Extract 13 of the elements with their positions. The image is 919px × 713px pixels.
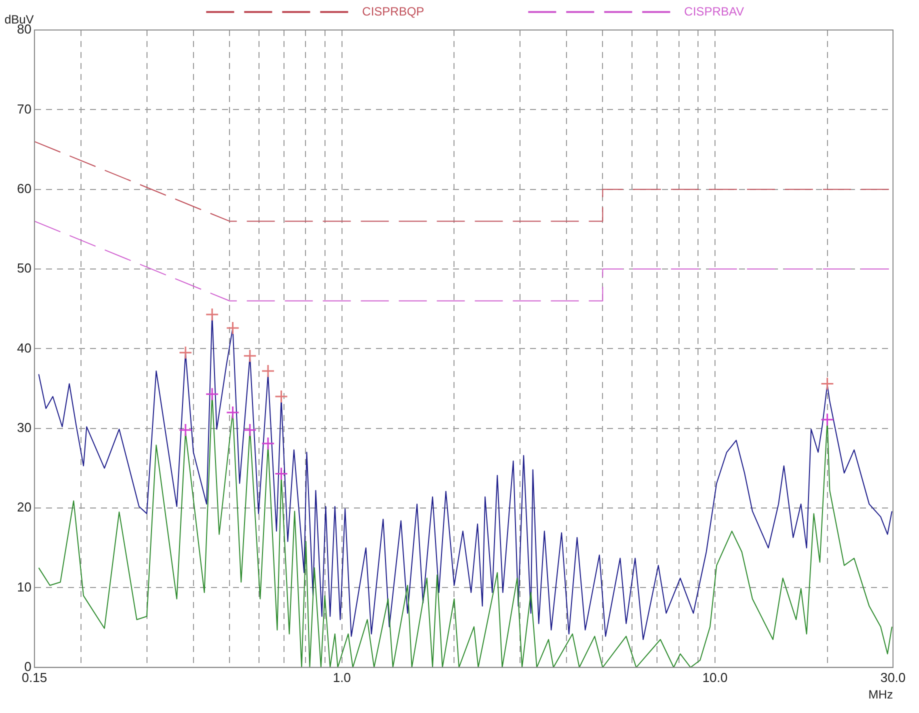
- y-tick-label: 40: [16, 340, 32, 356]
- y-tick-label: 30: [16, 420, 32, 435]
- y-tick-label: 20: [16, 500, 32, 515]
- y-tick-label: 50: [16, 260, 32, 276]
- x-tick-label: 30.0: [880, 670, 906, 685]
- x-axis-title: MHz: [868, 688, 893, 702]
- y-tick-label: 10: [16, 579, 32, 594]
- y-tick-label: 60: [16, 180, 32, 196]
- text: CISPRBQP: [362, 4, 424, 18]
- text: CISPRBAV: [684, 4, 744, 18]
- x-tick-label: 1.0: [332, 670, 351, 685]
- y-tick-label: 70: [16, 101, 32, 116]
- x-tick-label: 10.0: [702, 670, 728, 685]
